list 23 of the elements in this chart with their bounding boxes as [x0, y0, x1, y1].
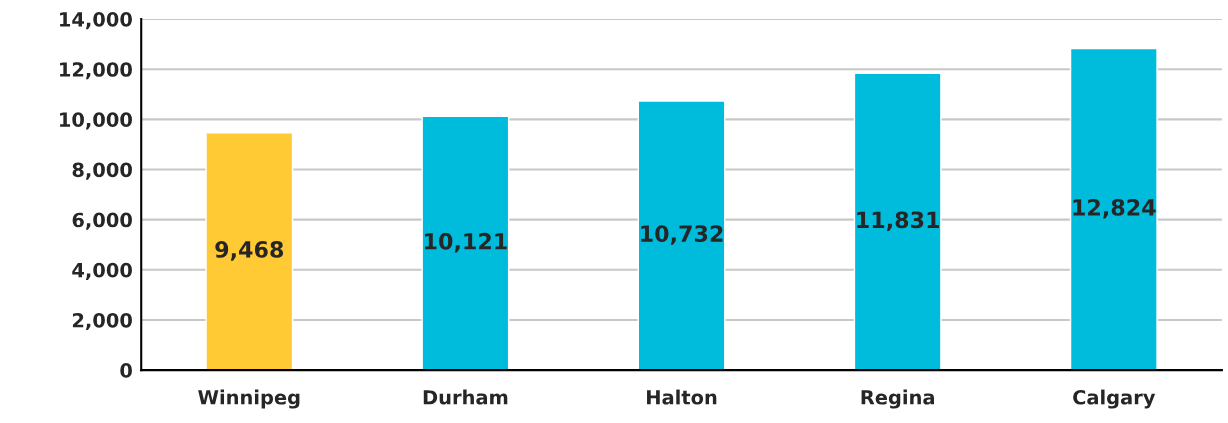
bar	[853, 72, 942, 371]
data-label: 11,831	[857, 211, 940, 232]
y-tick-label: 0	[120, 363, 132, 378]
data-label: 10,121	[425, 232, 507, 253]
bar	[637, 100, 726, 371]
y-tick-label: 8,000	[72, 162, 132, 180]
y-tick-label: 4,000	[72, 262, 132, 280]
y-tick-label: 6,000	[72, 212, 132, 230]
x-tick-label: Regina	[861, 389, 934, 409]
y-tick-label: 2,000	[72, 312, 132, 331]
bar	[1069, 47, 1158, 371]
x-tick-label: Halton	[647, 389, 717, 405]
data-label: 12,824	[1073, 198, 1156, 219]
data-label: 9,468	[215, 241, 284, 261]
y-tick-label: 14,000	[60, 11, 132, 30]
x-tick-label: Winnipeg	[198, 389, 300, 409]
x-tick-label: Durham	[423, 389, 508, 405]
bar	[205, 131, 294, 371]
y-tick-label: 10,000	[60, 112, 132, 130]
bar	[421, 115, 510, 371]
y-tick-label: 12,000	[60, 62, 132, 80]
data-label: 10,732	[641, 225, 723, 245]
x-tick-label: Calgary	[1073, 389, 1156, 409]
